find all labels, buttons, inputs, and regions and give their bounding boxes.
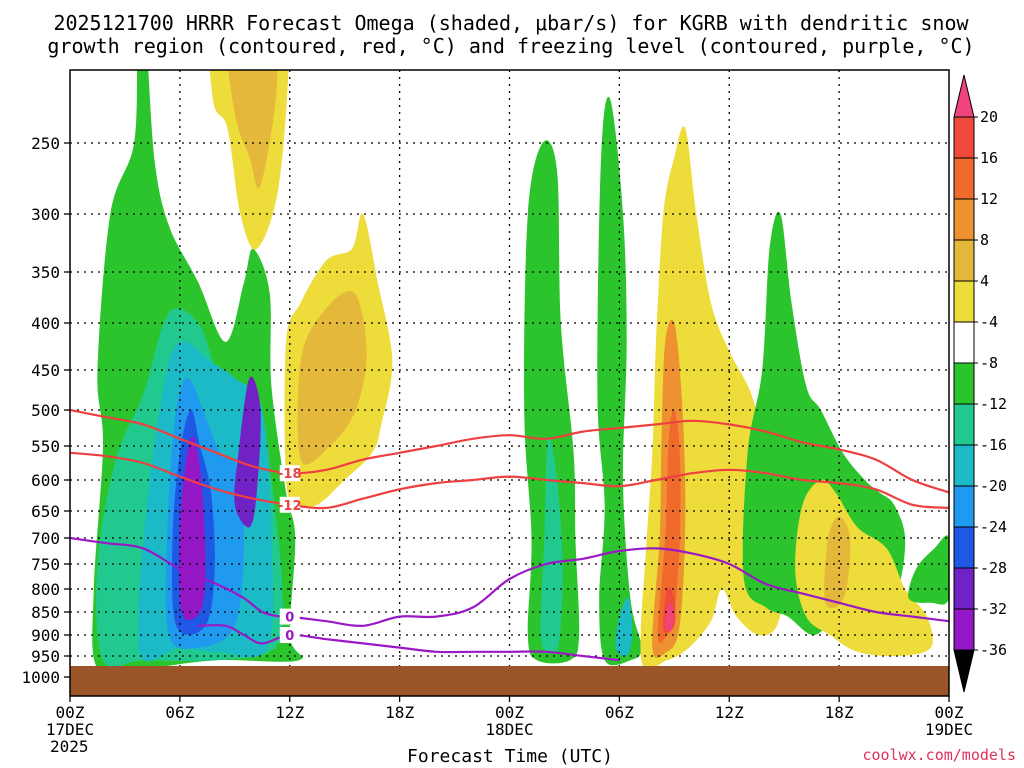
- freezing-label-bg-1: [279, 627, 300, 643]
- freezing-contour-1: [198, 624, 620, 662]
- x-axis-label: Forecast Time (UTC): [407, 746, 613, 767]
- colorbar-segment-5: [953, 321, 975, 364]
- colorbar-segment-8: [953, 444, 975, 487]
- x-tick-label-12-0: 12Z: [275, 703, 304, 722]
- chart-title: 2025121700 HRRR Forecast Omega (shaded, …: [47, 11, 974, 58]
- dendritic-label-bg-1: [279, 496, 300, 513]
- colorbar-segment-1: [953, 157, 975, 200]
- colorbar-segment-9: [953, 485, 975, 528]
- dendritic-contour-1: [70, 451, 949, 510]
- colorbar-label-10: -24: [980, 518, 1007, 536]
- y-tick-label-650: 650: [31, 502, 60, 521]
- colorbar-label-7: -12: [980, 395, 1007, 413]
- x-tick-label-48-0: 00Z: [935, 703, 964, 722]
- dendritic-label-1: -12: [278, 499, 302, 514]
- omega-region-ascent-late-day2: [597, 96, 642, 666]
- y-tick-label-700: 700: [31, 529, 60, 548]
- y-tick-label-600: 600: [31, 471, 60, 490]
- omega-region-subsidence-day3: [795, 479, 933, 657]
- colorbar-segment-2: [953, 198, 975, 241]
- y-tick-label-850: 850: [31, 603, 60, 622]
- colorbar-segment-10: [953, 526, 975, 569]
- y-tick-label-500: 500: [31, 401, 60, 420]
- colorbar-label-3: 8: [980, 231, 989, 249]
- colorbar-label-11: -28: [980, 559, 1007, 577]
- omega-region-subsidence-mid-core: [297, 290, 367, 465]
- y-axis-pressure: 250 300 350 400 450 500 550 600 650 700 750 800 850 9…: [21, 134, 70, 687]
- dendritic-label-0: -18: [278, 467, 302, 482]
- y-tick-label-350: 350: [31, 263, 60, 282]
- colorbar-label-1: 16: [980, 149, 998, 167]
- colorbar-segment-0: [953, 116, 975, 159]
- grid-lines: [70, 70, 949, 666]
- freezing-label-bg-0: [279, 608, 300, 625]
- colorbar-segment-4: [953, 280, 975, 323]
- colorbar-bottom-arrow: [953, 649, 975, 693]
- colorbar-segment-6: [953, 362, 975, 405]
- omega-region-ascent-day2: [524, 140, 580, 664]
- x-tick-label-6-0: 06Z: [165, 703, 194, 722]
- colorbar-label-5: -4: [980, 313, 998, 331]
- credit-label: coolwx.com/models: [862, 746, 1016, 764]
- y-tick-label-450: 450: [31, 361, 60, 380]
- y-tick-label-550: 550: [31, 437, 60, 456]
- contour-lines: -18 -12 0 0: [70, 408, 949, 662]
- y-tick-label-250: 250: [31, 134, 60, 153]
- colorbar-label-12: -32: [980, 600, 1007, 618]
- freezing-contour-0: [70, 536, 949, 627]
- dendritic-contour-0: [70, 408, 949, 494]
- y-tick-label-1000: 1000: [21, 668, 60, 687]
- colorbar-segment-11: [953, 567, 975, 610]
- y-tick-label-750: 750: [31, 555, 60, 574]
- x-tick-label-18-0: 18Z: [385, 703, 414, 722]
- omega-region-ascent-left-column2: [234, 376, 261, 528]
- omega-region-ascent-late-day2-core: [615, 597, 633, 657]
- x-tick-label-0-1: 17DEC: [46, 720, 94, 739]
- omega-region-ascent-day3-end: [908, 535, 949, 605]
- colorbar-top-arrow: [953, 74, 975, 118]
- y-tick-label-300: 300: [31, 205, 60, 224]
- freezing-label-1: 0: [285, 629, 294, 644]
- colorbar-label-13: -36: [980, 641, 1007, 659]
- colorbar-label-2: 12: [980, 190, 998, 208]
- colorbar-label-6: -8: [980, 354, 998, 372]
- x-tick-label-24-0: 00Z: [495, 703, 524, 722]
- ground-surface: [70, 666, 949, 696]
- colorbar-label-4: 4: [980, 272, 989, 290]
- colorbar-segment-12: [953, 608, 975, 651]
- colorbar-label-9: -20: [980, 477, 1007, 495]
- y-tick-label-900: 900: [31, 626, 60, 645]
- chart-title-line-1: 2025121700 HRRR Forecast Omega (shaded, …: [53, 11, 969, 35]
- freezing-label-0: 0: [285, 611, 294, 626]
- x-tick-label-24-1: 18DEC: [485, 720, 533, 739]
- x-tick-label-36-0: 12Z: [715, 703, 744, 722]
- omega-region-subsidence-day2-core: [657, 409, 681, 643]
- omega-shading: [92, 70, 949, 675]
- y-tick-label-950: 950: [31, 647, 60, 666]
- x-tick-label-0-0: 00Z: [56, 703, 85, 722]
- y-tick-label-800: 800: [31, 580, 60, 599]
- colorbar: 20 16 12 8 4 -4 -8 -12 -16 -20 -24 -28 -32 -36: [953, 74, 1007, 693]
- omega-region-subsidence-day2-peak: [665, 602, 674, 632]
- dendritic-label-bg-0: [279, 465, 300, 482]
- omega-region-subsidence-day3-core: [824, 516, 851, 609]
- omega-region-ascent-day2-core: [540, 436, 563, 654]
- colorbar-segment-7: [953, 403, 975, 446]
- colorbar-segment-3: [953, 239, 975, 282]
- x-tick-label-42-0: 18Z: [825, 703, 854, 722]
- colorbar-label-8: -16: [980, 436, 1007, 454]
- colorbar-label-0: 20: [980, 108, 998, 126]
- omega-region-subsidence-upper-core: [228, 70, 278, 189]
- y-tick-label-400: 400: [31, 314, 60, 333]
- x-tick-label-30-0: 06Z: [605, 703, 634, 722]
- omega-region-ascent-day2-right: [742, 211, 906, 636]
- x-tick-label-0-2: 2025: [50, 737, 89, 756]
- x-tick-label-48-1: 19DEC: [925, 720, 973, 739]
- chart-title-line-2: growth region (contoured, red, °C) and f…: [47, 34, 974, 58]
